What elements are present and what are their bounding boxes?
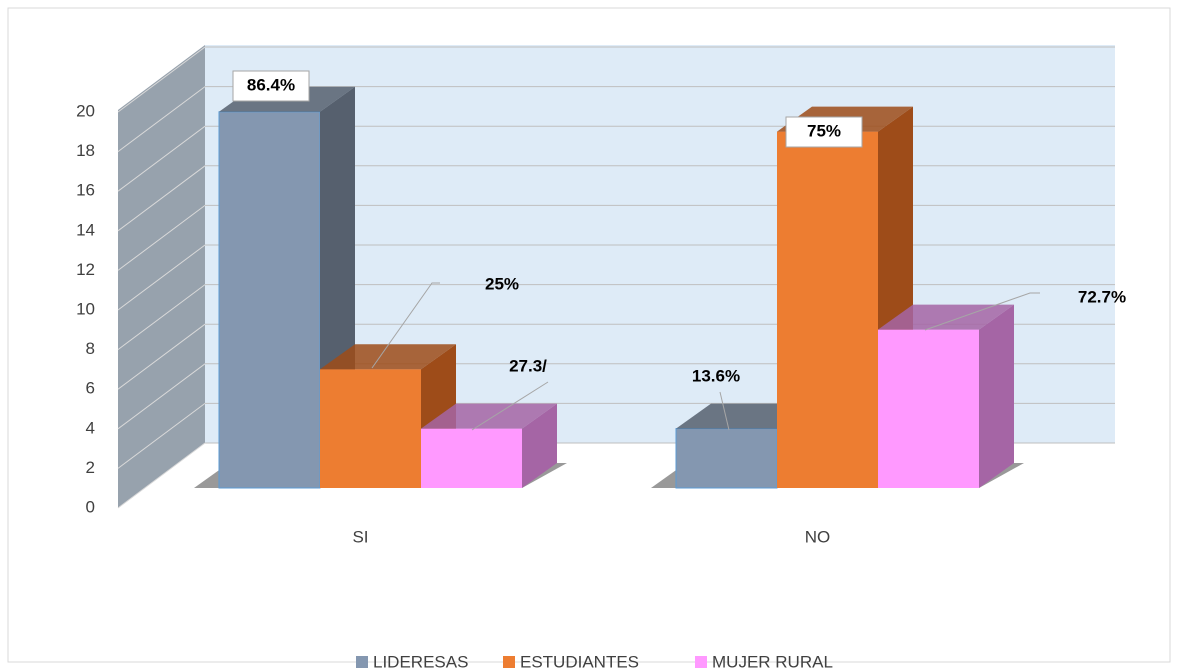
bar-front: [218, 111, 321, 489]
y-tick-label: 2: [86, 458, 95, 477]
legend-swatch: [356, 656, 368, 668]
value-label: 27.3/: [509, 356, 547, 375]
y-tick-label: 0: [86, 497, 95, 516]
y-tick-label: 16: [76, 181, 95, 200]
legend-swatch: [695, 656, 707, 668]
y-tick-label: 14: [76, 220, 95, 239]
side-grid-line: [117, 402, 206, 469]
side-grid-line: [117, 86, 206, 153]
y-tick-label: 18: [76, 141, 95, 160]
value-label: 86.4%: [247, 75, 295, 94]
bar-front: [421, 428, 522, 488]
side-grid-line: [117, 442, 206, 509]
side-grid-line: [117, 244, 206, 311]
bar-front: [675, 428, 778, 489]
value-label: 72.7%: [1078, 287, 1126, 306]
value-label: 13.6%: [692, 366, 740, 385]
bar-top: [421, 403, 557, 429]
side-grid-line: [117, 46, 206, 113]
label-box: [785, 116, 863, 148]
side-grid-line: [117, 323, 206, 390]
side-grid-line: [117, 204, 206, 271]
legend-label: LIDERESAS: [373, 652, 468, 670]
side-grid-line: [117, 363, 206, 430]
y-tick-label: 4: [86, 418, 95, 437]
bar-front: [878, 329, 979, 488]
value-label: 25%: [485, 274, 519, 293]
bar-front: [320, 369, 421, 488]
leader-line: [471, 381, 549, 431]
legend-swatch: [503, 656, 515, 668]
y-tick-label: 20: [76, 101, 95, 120]
label-box: [232, 70, 310, 102]
bar-front: [777, 131, 878, 488]
leader-line: [371, 282, 440, 369]
side-grid-line: [117, 125, 206, 192]
bar-top: [320, 344, 456, 370]
bar-side: [522, 403, 557, 488]
legend-label: MUJER RURAL: [712, 652, 833, 670]
leader-line: [924, 292, 1040, 331]
side-grid-line: [117, 165, 206, 232]
legend-label: ESTUDIANTES: [520, 652, 639, 670]
bar-side: [979, 304, 1014, 488]
y-tick-label: 8: [86, 339, 95, 358]
side-wall: [118, 45, 205, 508]
side-grid-line: [117, 284, 206, 351]
x-tick-label: SI: [352, 527, 368, 546]
y-tick-label: 12: [76, 260, 95, 279]
x-tick-label: NO: [805, 527, 831, 546]
y-tick-label: 6: [86, 379, 95, 398]
y-tick-label: 10: [76, 299, 95, 318]
value-label: 75%: [807, 121, 841, 140]
leader-line: [719, 391, 730, 431]
